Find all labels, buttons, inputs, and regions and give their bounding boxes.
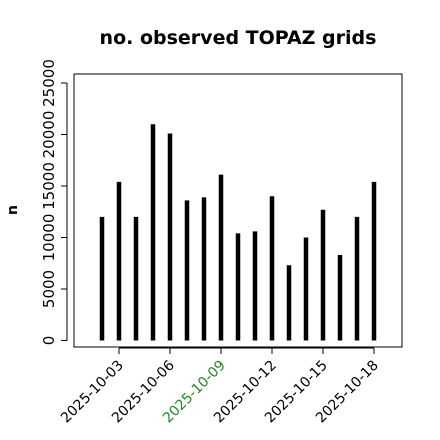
y-tick-label: 20000 — [40, 111, 58, 159]
chart-title: no. observed TOPAZ grids — [100, 27, 377, 49]
y-axis-label: n — [5, 205, 21, 215]
bars-layer — [99, 124, 377, 341]
x-axis: 2025-10-032025-10-062025-10-092025-10-12… — [58, 347, 382, 426]
y-tick-label: 10000 — [40, 214, 58, 262]
y-axis: 0 5000 10000 15000 20000 25000 — [40, 59, 68, 346]
plot-frame — [73, 73, 403, 348]
y-tick-label: 25000 — [40, 59, 58, 107]
y-tick-label: 0 — [40, 336, 58, 346]
y-tick-label: 15000 — [40, 162, 58, 210]
y-tick-label: 5000 — [40, 270, 58, 308]
